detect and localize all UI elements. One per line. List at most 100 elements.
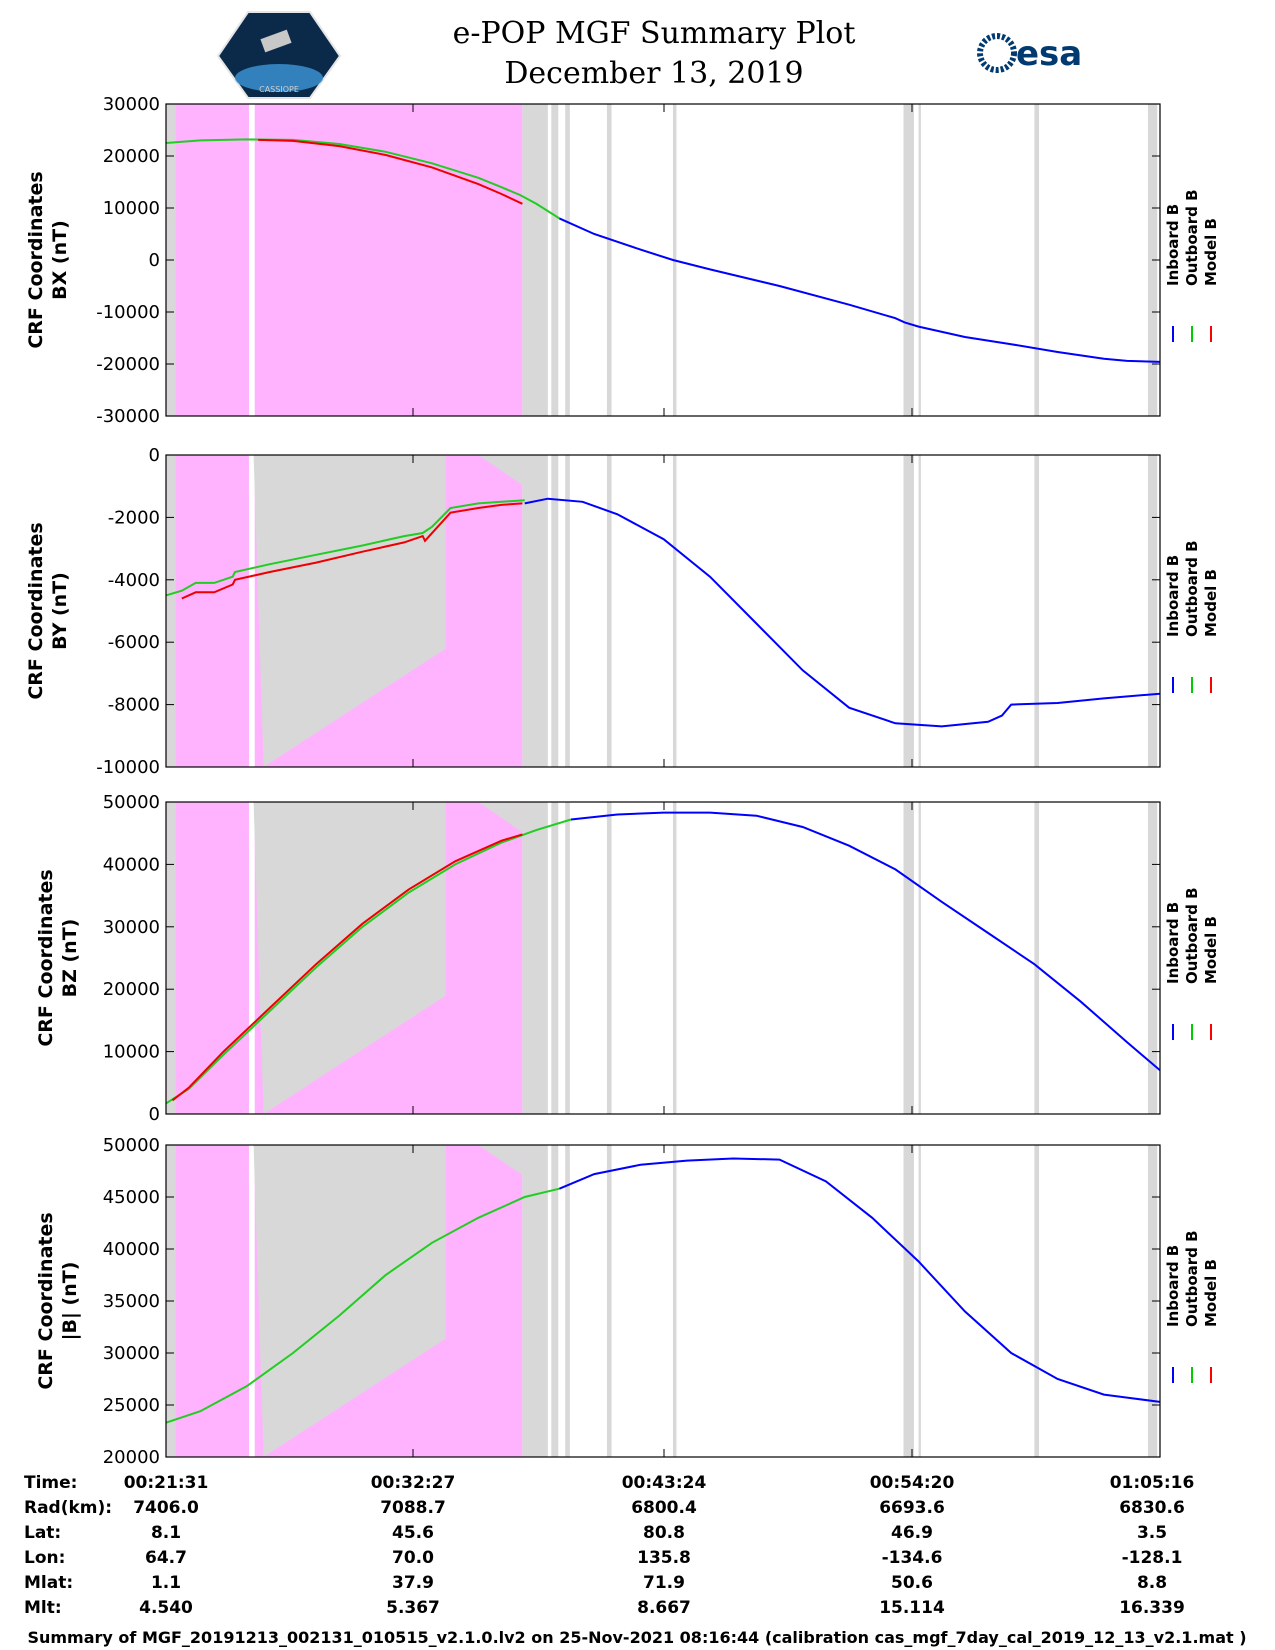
gray-band (166, 802, 176, 1114)
legend-label: Inboard B (1164, 555, 1182, 637)
series-inboard-b (524, 497, 1160, 728)
legend-label: Inboard B (1164, 902, 1182, 984)
footer-text: Summary of MGF_20191213_002131_010515_v2… (27, 1628, 1246, 1647)
gray-band (551, 104, 559, 416)
legend-label: Inboard B (1164, 204, 1182, 286)
pink-band (166, 802, 249, 1114)
info-cell: 1.1 (151, 1573, 181, 1593)
y-tick-label: 25000 (103, 1395, 160, 1416)
y-tick-label: 30000 (103, 917, 160, 938)
y-tick-label: 10000 (103, 1042, 160, 1063)
gray-wedge (253, 455, 446, 767)
series-model-b (258, 138, 523, 205)
gray-band (522, 104, 548, 416)
gray-wedge (253, 802, 446, 1114)
esa-wordmark: esa (1016, 34, 1082, 74)
gray-band (522, 802, 548, 1114)
info-cell: 3.5 (1137, 1523, 1167, 1543)
info-cell: 00:43:24 (622, 1473, 707, 1493)
y-tick-label: -10000 (96, 302, 160, 323)
info-cell: 16.339 (1119, 1598, 1185, 1618)
y-tick-label: 30000 (103, 1343, 160, 1364)
legend-label: Outboard B (1183, 1230, 1201, 1327)
info-cell: 64.7 (145, 1548, 187, 1568)
info-row-label: Mlat: (24, 1573, 73, 1593)
gray-band (1034, 104, 1040, 416)
info-cell: 45.6 (392, 1523, 434, 1543)
y-axis-unit-label: BY (nT) (49, 572, 71, 650)
series-outboard-b (166, 1187, 560, 1424)
legend-label: Model B (1202, 1259, 1220, 1327)
series-inboard-b (558, 217, 1160, 363)
info-row-label: Lon: (24, 1548, 65, 1568)
y-axis-label: CRF Coordinates (25, 171, 47, 348)
y-tick-label: -20000 (96, 354, 160, 375)
y-tick-label: 35000 (103, 1291, 160, 1312)
title-line-1: e-POP MGF Summary Plot (453, 16, 856, 51)
info-cell: 50.6 (891, 1573, 933, 1593)
pink-band (254, 104, 523, 416)
y-axis-label: CRF Coordinates (35, 869, 57, 1046)
gray-band (606, 802, 612, 1114)
info-cell: 15.114 (879, 1598, 945, 1618)
gray-band (672, 1145, 677, 1457)
info-cell: 6830.6 (1119, 1498, 1185, 1518)
y-tick-label: 30000 (103, 94, 160, 115)
pink-band (166, 104, 249, 416)
y-tick-label: 0 (149, 445, 160, 466)
panel-shading (166, 104, 1160, 416)
gray-band (606, 104, 612, 416)
info-cell: -128.1 (1122, 1548, 1183, 1568)
y-tick-label: -4000 (108, 570, 160, 591)
gray-band (1147, 802, 1158, 1114)
y-axis-label: CRF Coordinates (25, 522, 47, 699)
gray-band (565, 1145, 570, 1457)
gray-band (918, 1145, 921, 1457)
gray-band (565, 455, 570, 767)
y-tick-label: -6000 (108, 632, 160, 653)
gray-band (1034, 802, 1040, 1114)
y-tick-label: -8000 (108, 695, 160, 716)
panel-2: 0 -2000 -4000 -6000 -8000 -10000 CRF Coordinat… (25, 445, 1220, 778)
series-inboard-b (559, 1157, 1160, 1403)
legend-label: Outboard B (1183, 540, 1201, 637)
series-outboard-b (166, 499, 525, 597)
panel-shading (166, 1145, 1160, 1457)
info-cell: 00:32:27 (371, 1473, 456, 1493)
info-cell: 00:21:31 (124, 1473, 209, 1493)
legend-label: Model B (1202, 569, 1220, 637)
gray-band (606, 1145, 612, 1457)
gray-band (1034, 455, 1040, 767)
gray-band (565, 104, 570, 416)
gray-band (1147, 455, 1158, 767)
gray-band (672, 802, 677, 1114)
gray-wedge (478, 802, 523, 832)
y-tick-label: 40000 (103, 1239, 160, 1260)
legend-label: Model B (1202, 218, 1220, 286)
info-cell: 6800.4 (631, 1498, 697, 1518)
gray-band (672, 455, 677, 767)
panel-1: 30000 20000 10000 0 -10000 -20000 -30000 CRF Co… (25, 94, 1220, 427)
legend-label: Outboard B (1183, 887, 1201, 984)
series-model-b (171, 833, 523, 1102)
panel-shading (166, 802, 1160, 1114)
gray-wedge (253, 1145, 446, 1457)
info-cell: 80.8 (643, 1523, 685, 1543)
logo-caption: CASSIOPE (259, 85, 299, 94)
info-cell: 4.540 (139, 1598, 193, 1618)
y-tick-label: 20000 (103, 979, 160, 1000)
series-inboard-b (570, 811, 1160, 1072)
y-tick-label: 20000 (103, 1447, 160, 1468)
y-tick-label: -2000 (108, 507, 160, 528)
panel-frame (165, 801, 1161, 1115)
esa-logo: esa (977, 33, 1082, 74)
info-cell: 01:05:16 (1110, 1473, 1195, 1493)
gray-wedge (478, 1145, 523, 1175)
info-cell: 71.9 (643, 1573, 685, 1593)
y-tick-label: 20000 (103, 146, 160, 167)
info-cell: 135.8 (637, 1548, 691, 1568)
y-tick-label: 10000 (103, 198, 160, 219)
legend-label: Outboard B (1183, 189, 1201, 286)
gray-band (565, 802, 570, 1114)
